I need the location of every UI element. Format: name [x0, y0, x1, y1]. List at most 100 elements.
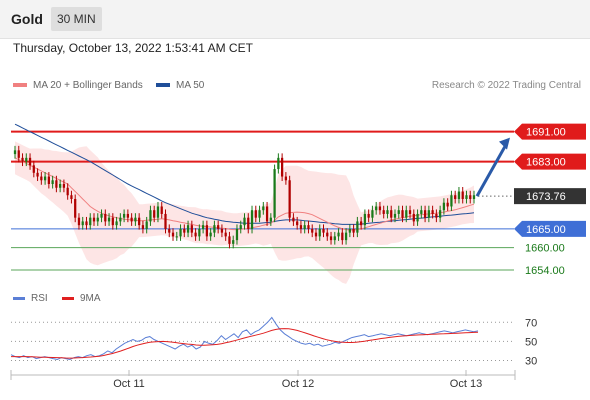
ma20-legend-label: MA 20 + Bollinger Bands: [33, 80, 143, 91]
candle-body: [247, 217, 250, 229]
candle-body: [130, 217, 133, 222]
candle-body: [17, 150, 20, 158]
legend-rsi: RSI: [13, 293, 48, 304]
candle-body: [209, 232, 212, 237]
candle-body: [284, 176, 288, 181]
candle-body: [59, 184, 62, 188]
candle-body: [232, 240, 235, 244]
rsi-line: [10, 316, 479, 361]
ma9-legend-label: 9MA: [80, 293, 101, 304]
legend-9ma: 9MA: [62, 293, 101, 304]
x-tick-label: Oct 12: [282, 378, 314, 390]
rsi-legend-label: RSI: [31, 293, 48, 304]
candle-body: [397, 210, 400, 214]
candle-body: [156, 206, 160, 218]
candle-body: [341, 232, 344, 241]
candle-body: [412, 213, 415, 222]
candle-body: [239, 225, 242, 229]
timeframe-button[interactable]: 30 MIN: [51, 7, 102, 31]
candle-body: [32, 165, 35, 173]
candle-body: [21, 157, 24, 162]
candle-body: [322, 228, 325, 233]
candle-body: [277, 157, 280, 170]
candle-body: [92, 217, 96, 222]
candle-body: [360, 221, 363, 226]
candle-body: [348, 228, 351, 233]
rsi-ma9-line: [11, 328, 479, 359]
candle-body: [326, 232, 329, 237]
candle-body: [160, 206, 163, 214]
candle-body: [141, 225, 145, 229]
candle-body: [442, 202, 446, 211]
candle-body: [457, 191, 461, 199]
candle-body: [405, 210, 408, 218]
candle-body: [168, 228, 171, 233]
candle-body: [213, 225, 216, 233]
candle-body: [303, 225, 306, 229]
candle-body: [70, 195, 73, 199]
candle-body: [55, 180, 58, 188]
candle-body: [288, 180, 291, 218]
candle-body: [435, 213, 438, 218]
candle-body: [119, 217, 122, 222]
candle-body: [465, 195, 468, 199]
candle-body: [329, 236, 333, 241]
candle-body: [408, 210, 412, 214]
candle-body: [378, 206, 382, 211]
candle-body: [382, 210, 385, 214]
level-label-1654.00: 1654.00: [525, 265, 565, 277]
candle-body: [224, 232, 227, 237]
candle-body: [51, 180, 54, 185]
candle-body: [254, 210, 257, 218]
candle-body: [198, 228, 201, 237]
candle-body: [164, 213, 167, 229]
candle-body: [115, 221, 118, 226]
candle-body: [74, 198, 77, 218]
rsi-level-label-50: 50: [525, 336, 537, 348]
candle-body: [145, 221, 148, 229]
candle-body: [269, 217, 272, 222]
projection-arrow-head: [499, 137, 510, 150]
candle-body: [205, 225, 209, 237]
candle-body: [439, 210, 442, 218]
candle-body: [333, 236, 336, 241]
ma50-legend-label: MA 50: [176, 80, 205, 91]
top-bar: Gold 30 MIN: [0, 0, 590, 39]
projection-arrow-shaft: [475, 143, 508, 197]
symbol-label: Gold: [11, 11, 43, 27]
rsi-level-label-30: 30: [525, 355, 537, 367]
candle-body: [134, 217, 137, 222]
legend-ma50: MA 50: [156, 80, 204, 91]
candle-body: [386, 210, 389, 214]
candle-body: [138, 217, 141, 226]
candle-body: [40, 176, 43, 181]
level-label-1660.00: 1660.00: [525, 243, 565, 255]
candle-body: [111, 217, 114, 226]
legend-ma20: MA 20 + Bollinger Bands: [13, 80, 143, 91]
candle-body: [390, 210, 393, 218]
candle-body: [194, 232, 197, 237]
candle-body: [363, 213, 367, 226]
candle-body: [107, 217, 111, 222]
candle-body: [292, 217, 295, 222]
candle-body: [307, 225, 310, 229]
candle-body: [299, 225, 303, 229]
candle-body: [367, 213, 370, 218]
candle-body: [243, 217, 246, 226]
candle-body: [126, 213, 129, 218]
candle-body: [220, 228, 224, 233]
candle-body: [183, 228, 186, 233]
ma20-swatch: [13, 83, 27, 88]
candle-body: [228, 236, 231, 244]
candle-body: [352, 228, 355, 233]
candle-body: [450, 195, 453, 207]
candle-body: [96, 217, 99, 222]
candle-body: [250, 210, 254, 229]
candle-body: [104, 213, 107, 222]
candle-body: [66, 187, 69, 196]
candle-body: [461, 191, 464, 199]
candle-body: [311, 228, 314, 233]
copyright-text: Research © 2022 Trading Central: [431, 80, 581, 91]
rsi-swatch: [13, 296, 25, 300]
